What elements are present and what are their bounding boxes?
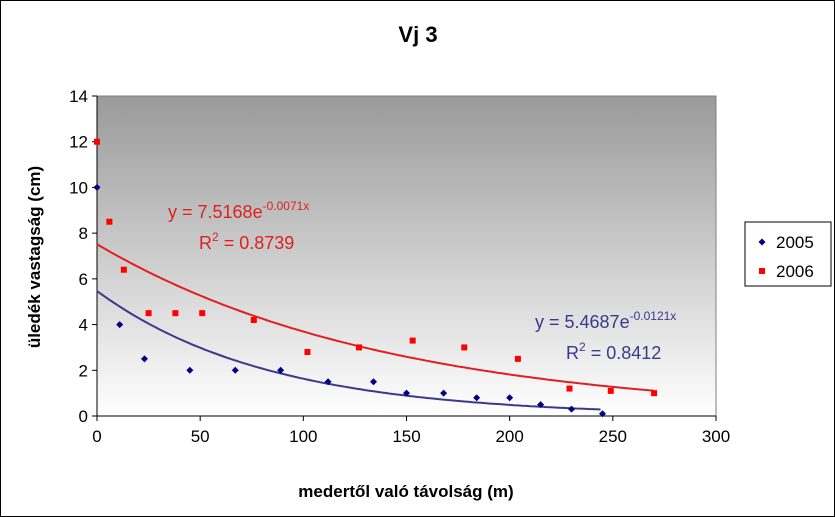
point-2006 [356,344,363,351]
y-tick-label: 14 [69,87,88,106]
equation-2006: y = 7.5168e-0.0071x [168,199,309,222]
point-2005 [93,183,101,191]
y-tick-label: 8 [79,224,88,243]
point-2006 [304,349,311,355]
trendlines [96,243,655,411]
point-2006 [199,310,206,317]
r-squared-2005: R2 = 0.8412 [566,340,661,363]
equation-2005: y = 5.4687e-0.0121x [535,309,676,332]
point-2005 [599,410,607,418]
point-2006 [607,387,614,394]
legend-marker-2005 [758,238,766,246]
plot-area [96,95,717,417]
point-2005 [140,355,148,363]
point-2005 [568,405,576,413]
x-tick-label: 250 [599,427,627,446]
trendline-2006 [96,243,655,392]
x-tick-label: 100 [289,427,317,446]
point-2006 [250,317,257,323]
x-tick-label: 50 [191,427,210,446]
y-tick-label: 0 [79,407,88,426]
x-tick-label: 0 [92,427,101,446]
point-2006 [145,310,152,317]
y-tick-label: 4 [79,316,88,335]
chart-title: Vj 3 [398,22,437,47]
x-axis-label: medertől való távolság (m) [298,482,513,501]
point-2006 [651,390,658,397]
point-2005 [324,378,332,386]
point-2005 [403,389,410,397]
point-2005 [369,378,377,386]
x-tick-label: 150 [392,427,420,446]
r-squared-2006: R2 = 0.8739 [199,230,294,253]
point-2005 [277,366,285,374]
point-2006 [514,355,521,362]
point-2005 [116,321,124,329]
point-2006 [94,138,100,145]
point-2005 [440,389,448,397]
legend: 2005 2006 [744,221,832,287]
y-tick-label: 6 [79,270,88,289]
y-tick-label: 12 [69,133,88,152]
point-2006 [120,266,127,273]
point-2005 [231,366,239,374]
legend-label-2005: 2005 [776,233,814,252]
legend-marker-2006 [759,268,765,274]
point-2005 [186,366,194,374]
point-2006 [172,310,179,317]
legend-label-2006: 2006 [776,262,814,281]
point-2006 [461,344,468,351]
point-2005 [473,394,481,402]
point-2006 [409,337,416,344]
legend-box [744,221,832,287]
point-2005 [506,394,514,402]
y-tick-label: 10 [69,178,88,197]
axes [92,95,717,421]
x-tick-label: 200 [495,427,523,446]
point-2006 [106,218,113,225]
x-tick-label: 300 [702,427,730,446]
point-2006 [566,385,573,392]
tick-labels: 0 2 4 6 8 10 12 14 0 50 100 150 200 250 300 [69,87,730,446]
point-2005 [537,401,545,409]
trendline-equations: y = 5.4687e-0.0121x R2 = 0.8412 y = 7.5168… [168,199,676,363]
y-tick-label: 2 [79,361,88,380]
trendline-2005 [96,290,601,411]
data-points [93,138,658,418]
y-axis-label: üledék vastagság (cm) [25,166,44,348]
